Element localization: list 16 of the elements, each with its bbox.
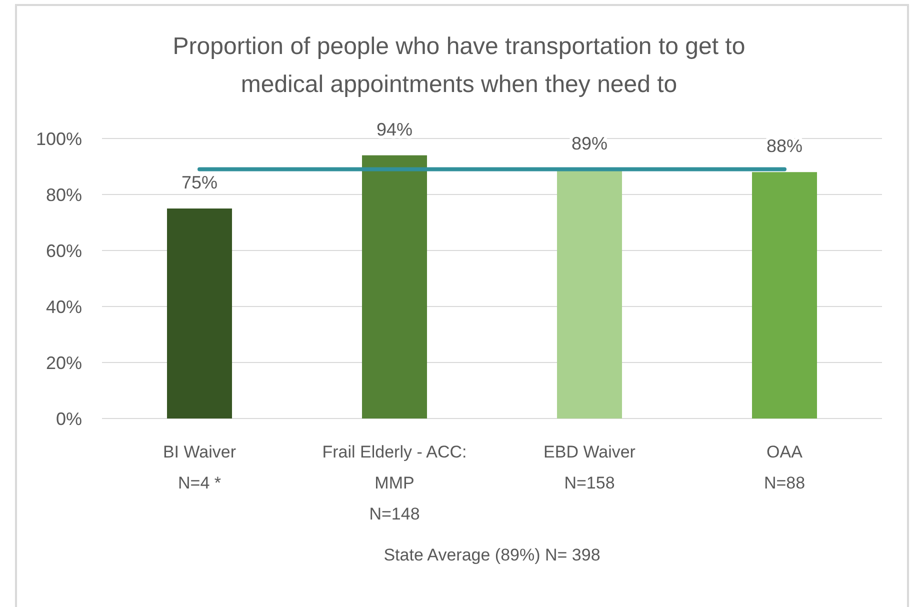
data-label: 89% (571, 133, 608, 154)
x-tick-label: EBD Waiver N=158 (544, 442, 636, 492)
y-tick-label: 40% (46, 296, 82, 317)
y-tick-label: 60% (46, 240, 82, 261)
data-label: 75% (181, 172, 218, 192)
y-tick-label: 20% (46, 352, 82, 373)
y-tick-label: 100% (36, 128, 82, 149)
y-tick-label: 80% (46, 184, 82, 205)
data-label: 88% (766, 136, 803, 156)
x-tick-label: BI Waiver N=4 * (162, 442, 236, 492)
x-tick-label: OAA N=88 (764, 442, 806, 492)
y-tick-label: 0% (56, 408, 82, 429)
data-label: 94% (376, 119, 413, 140)
chart-title: Proportion of people who have transportation to get to medical appointments when they need to (172, 33, 746, 98)
x-tick-label: Frail Elderly - ACC: MMP N=148 (322, 442, 467, 524)
text: State Average (89%) N= 398 (384, 546, 600, 564)
